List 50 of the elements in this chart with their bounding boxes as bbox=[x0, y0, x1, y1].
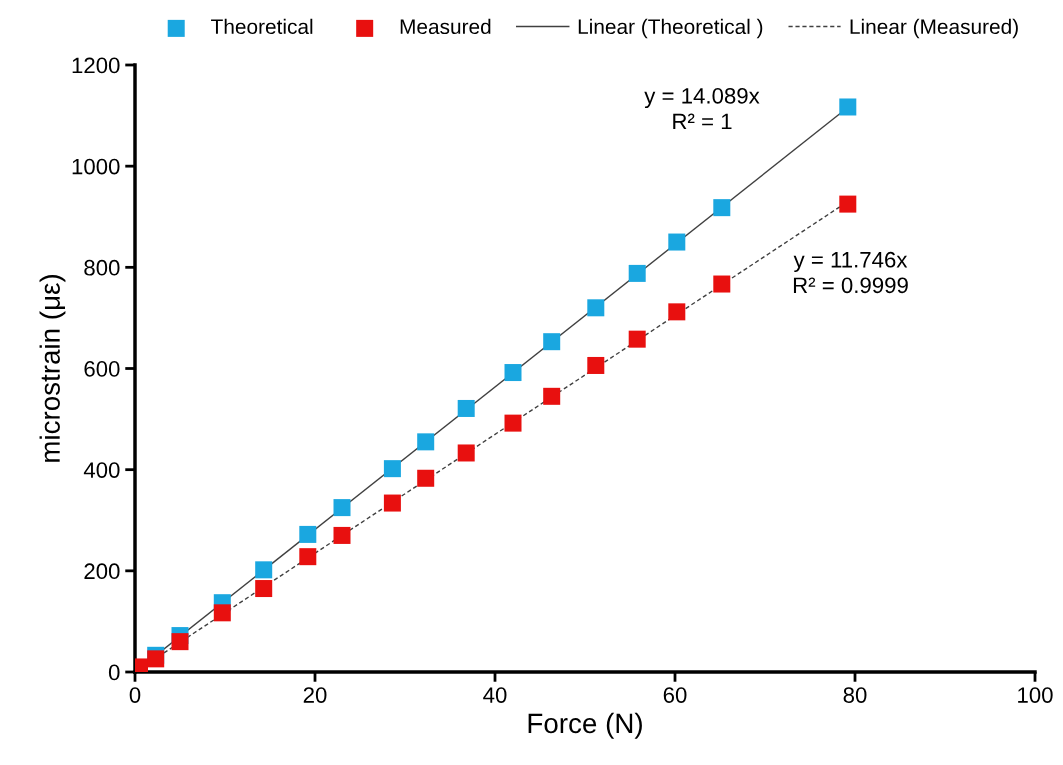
point bbox=[255, 561, 273, 579]
legend-label: Theoretical bbox=[211, 18, 313, 35]
point bbox=[839, 195, 857, 213]
point bbox=[668, 303, 686, 321]
y-tick-label: 1000 bbox=[72, 158, 120, 175]
point bbox=[299, 525, 317, 543]
point bbox=[213, 604, 231, 622]
x-tick-label: 100 bbox=[1018, 687, 1053, 703]
y-axis-title: microstrain (με) bbox=[39, 275, 66, 462]
y-tick-label: 400 bbox=[83, 462, 120, 478]
point bbox=[457, 399, 475, 417]
point bbox=[713, 275, 731, 293]
point bbox=[417, 433, 435, 451]
y-tick-label: 200 bbox=[84, 563, 120, 580]
point bbox=[383, 494, 401, 512]
point bbox=[668, 233, 686, 251]
x-tick-label: 20 bbox=[303, 687, 327, 703]
point bbox=[543, 333, 561, 351]
point bbox=[543, 387, 561, 405]
annotation: y = 11.746x R² = 0.9999 bbox=[793, 251, 908, 294]
x-tick-label: 0 bbox=[129, 687, 141, 703]
legend-label: Measured bbox=[400, 18, 491, 35]
y-tick-label: 1200 bbox=[72, 57, 120, 74]
point bbox=[504, 364, 522, 382]
legend-label: Linear (Theoretical ) bbox=[578, 18, 763, 39]
point bbox=[839, 98, 857, 116]
point bbox=[587, 356, 605, 374]
point bbox=[171, 633, 189, 651]
legend-label: Linear (Measured) bbox=[850, 18, 1018, 39]
x-tick-label: 40 bbox=[483, 687, 507, 703]
point bbox=[147, 650, 165, 668]
point bbox=[299, 548, 317, 566]
point bbox=[587, 299, 605, 317]
point bbox=[255, 580, 273, 598]
point bbox=[504, 414, 522, 432]
point bbox=[628, 264, 646, 282]
x-tick-label: 80 bbox=[843, 687, 867, 703]
x-axis-title: Force (N) bbox=[528, 712, 642, 739]
y-tick-label: 0 bbox=[108, 664, 120, 681]
point bbox=[383, 460, 401, 478]
point bbox=[333, 499, 351, 517]
point bbox=[417, 469, 435, 487]
point bbox=[713, 199, 731, 217]
y-tick-label: 600 bbox=[84, 361, 120, 377]
annotation: y = 14.089x R² = 1 bbox=[644, 87, 760, 130]
point bbox=[333, 526, 351, 544]
point bbox=[628, 330, 646, 348]
point bbox=[457, 444, 475, 462]
x-tick-label: 60 bbox=[663, 687, 687, 703]
y-tick-label: 800 bbox=[84, 259, 120, 276]
